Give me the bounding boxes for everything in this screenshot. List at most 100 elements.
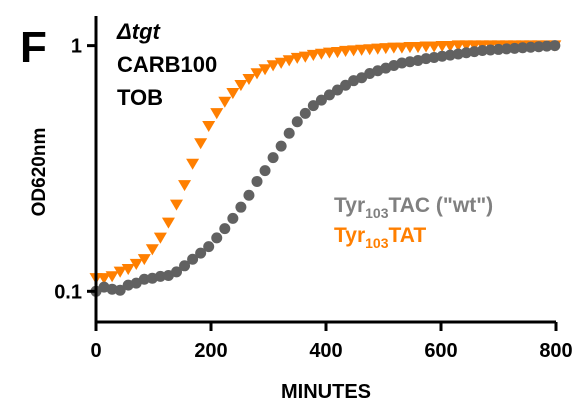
panel-letter: F: [20, 23, 47, 72]
y-tick-label: 0.1: [54, 281, 82, 303]
series-1-point: [363, 44, 377, 56]
series-0-point: [299, 107, 311, 119]
series-1-point: [218, 96, 232, 108]
x-tick-label: 800: [539, 340, 572, 362]
series-0-point: [211, 232, 223, 244]
series-0-point: [227, 212, 239, 224]
series-1-point: [178, 180, 192, 192]
x-axis-label: MINUTES: [281, 381, 371, 403]
series-0-point: [154, 270, 166, 282]
legend-tat-base: Tyr: [334, 224, 365, 247]
series-0-point: [525, 41, 537, 53]
series-0-point: [420, 53, 432, 65]
series-0-point: [452, 48, 464, 60]
series-0-point: [396, 57, 408, 69]
series-0-point: [187, 253, 199, 265]
series-1-point: [202, 120, 216, 133]
series-1-point: [226, 88, 240, 100]
series-1-point: [395, 42, 409, 54]
x-tick-label: 400: [309, 340, 342, 362]
series-0-point: [138, 273, 150, 285]
series-0-point: [171, 266, 182, 278]
series-0-point: [476, 45, 488, 57]
legend: Tyr103TAC ("wt") Tyr103TAT: [334, 194, 493, 251]
series-0-point: [251, 175, 263, 187]
series-0-point: [259, 165, 271, 177]
y-tick-label: 1: [71, 36, 82, 58]
series-0-point: [533, 41, 545, 53]
legend-wt-base: Tyr: [334, 194, 365, 217]
series-1-point: [97, 273, 111, 285]
series-0-point: [235, 201, 247, 213]
series-1-point: [153, 232, 167, 244]
x-tick-label: 600: [424, 340, 457, 362]
x-tick-label: 200: [194, 340, 227, 362]
series-1-point: [355, 44, 369, 56]
series-0-point: [307, 100, 319, 112]
series-0-point: [315, 94, 327, 106]
legend-wt-rest: TAC ("wt"): [388, 194, 493, 217]
legend-wt-sub: 103: [365, 205, 389, 221]
series-1-point: [170, 199, 183, 211]
legend-tat-rest: TAT: [388, 224, 426, 247]
series-0-point: [243, 189, 255, 201]
series-0-point: [541, 40, 553, 52]
condition-line2: CARB100: [117, 52, 217, 77]
series-1-point: [266, 60, 280, 72]
series-0-point: [179, 260, 191, 272]
series-1-point: [411, 42, 425, 54]
axis-ticks: 0 200 400 600 800 0.1 1: [54, 36, 573, 362]
series-0-point: [340, 79, 352, 91]
series-1-point: [250, 68, 264, 80]
y-axis-label: OD620nm: [29, 128, 50, 217]
legend-tat-sub: 103: [365, 235, 389, 251]
series-1-point: [331, 47, 344, 59]
data-marks: [89, 40, 562, 297]
series-1-point: [443, 40, 457, 53]
series-0-point: [436, 50, 448, 62]
series-1-point: [258, 64, 272, 76]
series-1-point: [339, 45, 353, 57]
series-0-point: [323, 89, 335, 101]
series-0-point: [468, 46, 480, 58]
series-0-point: [291, 116, 303, 128]
legend-entry-wt: Tyr103TAC ("wt"): [334, 194, 493, 221]
series-0-point: [460, 47, 472, 59]
series-1-point: [274, 57, 288, 69]
condition-strain: Δtgt: [116, 19, 162, 44]
series-1-point: [161, 217, 175, 229]
condition-line3: TOB: [117, 85, 163, 110]
series-0-point: [444, 49, 456, 61]
series-0-point: [203, 241, 215, 253]
series-1-point: [379, 43, 393, 55]
series-1-point: [121, 264, 135, 276]
series-0-point: [484, 44, 496, 56]
series-0-point: [195, 247, 207, 259]
series-0-point: [493, 43, 504, 55]
series-1-point: [322, 47, 336, 59]
series-0-point: [517, 42, 529, 54]
series-0-point: [356, 72, 368, 84]
series-1-point: [242, 74, 256, 86]
series-0-point: [332, 84, 343, 96]
x-tick-label: 0: [90, 340, 101, 362]
series-1-point: [129, 258, 143, 270]
series-0-point: [219, 223, 231, 235]
series-1-point: [194, 138, 208, 150]
series-1-point: [282, 55, 296, 67]
series-1-point: [234, 80, 248, 92]
series-0-point: [106, 283, 118, 295]
series-1-point: [306, 49, 320, 61]
series-1-point: [210, 108, 224, 120]
series-0-point: [404, 56, 416, 68]
series-1-point: [113, 266, 127, 278]
series-1-point: [105, 271, 119, 283]
series-0-point: [275, 140, 287, 152]
series-1-point: [347, 45, 361, 57]
series-0-point: [267, 152, 279, 164]
series-1-point: [290, 52, 304, 64]
series-1-point: [314, 48, 328, 60]
series-0-point: [428, 51, 440, 63]
series-0-point: [509, 42, 521, 54]
